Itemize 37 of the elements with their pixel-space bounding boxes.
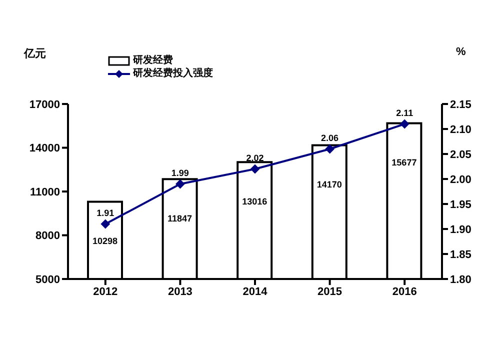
data-label: 2.06	[321, 133, 339, 143]
point	[400, 120, 410, 128]
x-tick-label: 2016	[392, 286, 417, 298]
y2-tick-label: 1.85	[450, 248, 472, 261]
x-tick-label: 2014	[242, 286, 268, 298]
data-label: 15677	[392, 158, 417, 168]
point	[325, 144, 334, 154]
y2-tick-label: 2.00	[450, 174, 472, 186]
x-tick-label: 2013	[168, 286, 192, 298]
legend-label: 研发经费投入强度	[133, 67, 213, 80]
data-label: 1.91	[96, 208, 114, 218]
y2-tick-label: 1.95	[450, 198, 472, 211]
legend-label: 研发经费	[133, 54, 173, 67]
data-label: 13016	[242, 196, 268, 206]
y2-tick-label: 2.10	[450, 124, 472, 136]
y-tick-label: 17000	[29, 98, 60, 111]
y-tick-label: 14000	[29, 142, 60, 155]
y-tick-label: 11000	[30, 186, 60, 198]
data-label: 1.99	[171, 168, 189, 178]
y2-axis-title: %	[456, 46, 466, 58]
data-label: 14170	[316, 180, 342, 190]
point	[100, 220, 110, 228]
y2-tick-label: 2.05	[450, 148, 472, 161]
x-tick-label: 2012	[93, 286, 118, 298]
y2-tick-label: 2.15	[450, 98, 472, 111]
data-label: 11847	[168, 214, 192, 224]
y-tick-label: 5000	[36, 274, 60, 286]
y-axis-title: 亿元	[24, 47, 46, 61]
point	[176, 180, 185, 188]
data-label: 10298	[92, 236, 118, 246]
x-tick-label: 2015	[318, 286, 342, 298]
data-label: 2.02	[246, 153, 264, 163]
data-label: 2.11	[396, 108, 414, 118]
y-tick-label: 8000	[36, 230, 60, 242]
y2-tick-label: 1.90	[450, 224, 472, 236]
point	[250, 164, 260, 174]
y2-tick-label: 1.80	[450, 274, 472, 286]
